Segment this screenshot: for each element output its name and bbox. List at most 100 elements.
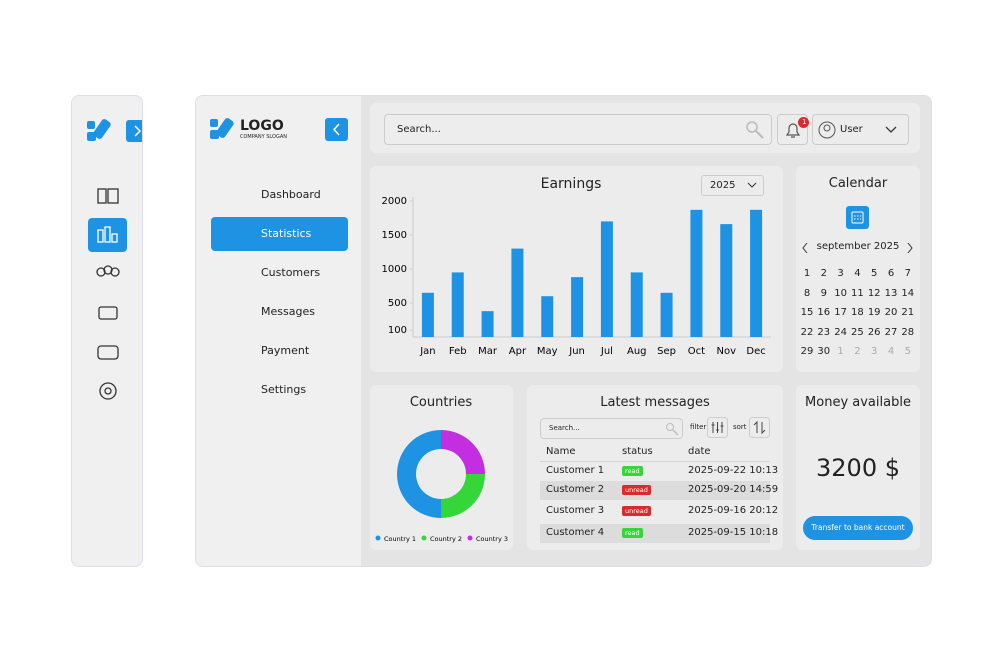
- status-badge: unread: [622, 506, 651, 516]
- calendar-day[interactable]: 2: [854, 346, 861, 357]
- calendar-day[interactable]: 20: [884, 307, 898, 318]
- next-month[interactable]: [907, 242, 913, 254]
- menu-item[interactable]: Settings: [211, 373, 348, 407]
- calendar-day[interactable]: 17: [834, 307, 847, 318]
- customer-name: Customer 2: [546, 484, 605, 495]
- calendar-day[interactable]: 8: [803, 287, 811, 299]
- calendar-day[interactable]: 15: [800, 307, 814, 318]
- sort-button[interactable]: [749, 417, 771, 439]
- calendar-day[interactable]: 9: [820, 287, 827, 299]
- messages-title: Latest messages: [600, 395, 710, 410]
- filter-button[interactable]: [707, 417, 729, 439]
- calendar-day[interactable]: 10: [834, 287, 847, 299]
- search-box[interactable]: Search...: [384, 114, 772, 145]
- user-menu[interactable]: User: [812, 114, 909, 145]
- menu-label: Messages: [261, 305, 315, 318]
- calendar-day[interactable]: 11: [851, 287, 864, 299]
- status-badge: read: [622, 528, 643, 538]
- x-tick-label: Apr: [509, 346, 527, 357]
- earnings-chart: 100 500 1000 1500 2000 Jan Feb Mar Apr May Jun Jul A…: [382, 196, 771, 357]
- calendar-day[interactable]: 30: [817, 346, 831, 357]
- calendar-day[interactable]: 26: [867, 326, 881, 338]
- menu-item[interactable]: Dashboard: [211, 178, 348, 212]
- prev-month[interactable]: [802, 242, 808, 254]
- message-search[interactable]: Search...: [540, 418, 683, 439]
- column-header: date: [688, 446, 711, 457]
- calendar-day[interactable]: 14: [901, 287, 915, 299]
- calendar-day[interactable]: 3: [837, 268, 844, 279]
- calendar-day[interactable]: 16: [817, 307, 831, 318]
- calendar-day[interactable]: 24: [834, 326, 847, 338]
- menu-item[interactable]: Statistics: [211, 217, 348, 251]
- bell-icon: [785, 123, 801, 138]
- calendar-day[interactable]: 5: [904, 346, 911, 357]
- message-date: 2025-09-20 14:59: [688, 484, 779, 495]
- legend-label: Country 2: [430, 535, 462, 543]
- transfer-label: Transfer to bank account: [811, 523, 905, 532]
- calendar-day[interactable]: 25: [851, 326, 864, 338]
- calendar-day[interactable]: 27: [884, 326, 898, 338]
- legend-swatch: [421, 535, 427, 541]
- logo-icon: [210, 118, 234, 139]
- calendar-day[interactable]: 12: [867, 287, 881, 299]
- calendar-day[interactable]: 22: [800, 326, 814, 338]
- calendar-day[interactable]: 1: [837, 346, 844, 357]
- calendar-day[interactable]: 4: [854, 268, 861, 279]
- search-placeholder: Search...: [549, 424, 580, 432]
- y-tick-label: 1500: [382, 230, 407, 241]
- calendar-day[interactable]: 2: [820, 268, 827, 279]
- bar: [421, 292, 434, 337]
- calendar-day[interactable]: 19: [867, 307, 881, 318]
- y-tick-label: 1000: [382, 264, 407, 275]
- year-select[interactable]: 2025: [701, 175, 764, 196]
- calendar-day[interactable]: 7: [904, 268, 911, 279]
- customer-name: Customer 1: [546, 465, 605, 476]
- calendar-day[interactable]: 21: [901, 307, 915, 318]
- calendar-day[interactable]: 29: [800, 346, 814, 357]
- calendar-day[interactable]: 18: [851, 307, 864, 318]
- menu-item[interactable]: Payment: [211, 334, 348, 368]
- calendar-day[interactable]: 6: [887, 268, 895, 279]
- bar: [481, 311, 494, 337]
- calendar-card: [796, 166, 920, 372]
- bar: [541, 296, 554, 337]
- collapsed-sidebar: [71, 95, 148, 567]
- column-header: status: [622, 446, 653, 457]
- calendar-day[interactable]: 3: [871, 346, 878, 357]
- calendar-day[interactable]: 5: [871, 268, 878, 279]
- countries-chart: Country 1 Country 2 Country 3: [375, 430, 508, 543]
- calendar-day[interactable]: 4: [887, 346, 895, 357]
- legend-label: Country 1: [384, 535, 416, 543]
- calendar-day[interactable]: 1: [803, 268, 811, 279]
- calendar-day[interactable]: 23: [817, 326, 831, 338]
- y-tick-label: 100: [388, 325, 407, 336]
- x-tick-label: Jul: [600, 346, 613, 357]
- x-tick-label: Oct: [688, 346, 705, 357]
- calendar-icon[interactable]: [846, 206, 870, 230]
- x-tick-label: May: [537, 346, 558, 357]
- message-date: 2025-09-22 10:13: [688, 465, 779, 476]
- menu-item[interactable]: Messages: [211, 295, 348, 329]
- calendar-day[interactable]: 28: [901, 326, 915, 338]
- y-tick-label: 2000: [382, 196, 407, 207]
- bar: [660, 292, 673, 337]
- menu-label: Statistics: [261, 227, 312, 240]
- calendar-day[interactable]: 13: [884, 287, 898, 299]
- notification-button[interactable]: 1: [777, 114, 809, 145]
- notification-count: 1: [802, 118, 807, 126]
- money-amount: 3200 $: [816, 454, 900, 482]
- year: 2025: [710, 180, 736, 191]
- donut-segment: [441, 430, 485, 474]
- menu-item[interactable]: Customers: [211, 256, 348, 290]
- collapse-button[interactable]: [325, 118, 349, 142]
- bar: [720, 224, 733, 337]
- legend-label: Country 3: [476, 535, 508, 543]
- search-icon: [746, 121, 764, 139]
- month: september 2025: [816, 241, 900, 252]
- bar: [630, 272, 643, 337]
- messages-card: [527, 385, 783, 550]
- search-placeholder: Search...: [397, 124, 441, 135]
- sort-label: sort: [733, 423, 747, 431]
- x-tick-label: Jan: [419, 346, 435, 357]
- transfer-button[interactable]: Transfer to bank account: [803, 516, 913, 540]
